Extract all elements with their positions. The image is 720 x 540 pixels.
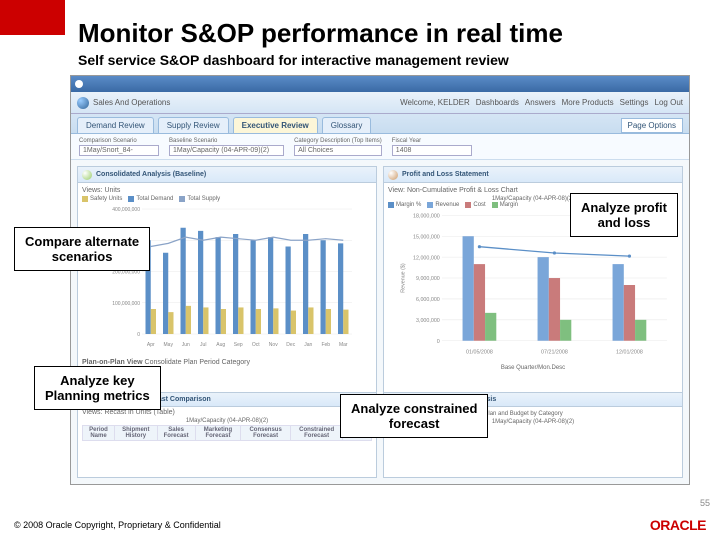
nav-link[interactable]: Answers [525,98,556,107]
panel-header: Consolidated Analysis (Baseline) [78,167,376,183]
page-options[interactable]: Page Options [621,118,683,133]
filter-label: Fiscal Year [392,138,472,144]
svg-text:0: 0 [437,339,440,345]
th: Consensus Forecast [241,426,291,441]
filter-select[interactable]: 1May/Capacity (04-APR-09)(2) [169,145,284,156]
svg-text:01/05/2008: 01/05/2008 [466,350,493,356]
view-select[interactable]: Non-Cumulative Profit & Loss Chart [407,187,518,194]
svg-text:07/21/2008: 07/21/2008 [541,350,568,356]
bottom-label: Plan-on-Plan View Consolidate Plan Perio… [82,359,372,366]
copyright: © 2008 Oracle Copyright, Proprietary & C… [14,520,221,530]
slide-title: Monitor S&OP performance in real time [78,18,563,49]
svg-text:12/01/2008: 12/01/2008 [616,350,643,356]
window-control-icon [75,80,83,88]
welcome-text: Welcome, KELDER [400,98,470,107]
svg-text:Jun: Jun [182,342,190,348]
slide-subtitle: Self service S&OP dashboard for interact… [78,52,509,68]
filter-year: Fiscal Year 1408 [392,138,472,156]
tab-demand[interactable]: Demand Review [77,117,154,133]
filter-label: Comparison Scenario [79,138,159,144]
oracle-logo: ORACLE [650,517,706,533]
nav-link[interactable]: Dashboards [476,98,519,107]
callout-profit-loss: Analyze profitand loss [570,193,678,237]
svg-text:Aug: Aug [216,342,225,348]
svg-text:100,000,000: 100,000,000 [112,301,140,307]
callout-scenarios: Compare alternatescenarios [14,227,150,271]
view-selector: Views: Units [82,187,372,194]
svg-text:Dec: Dec [286,342,295,348]
brand-block [0,0,65,35]
filter-select[interactable]: All Choices [294,145,382,156]
nav-link[interactable]: Log Out [655,98,683,107]
svg-text:Jan: Jan [304,342,312,348]
filter-label: Baseline Scenario [169,138,284,144]
svg-text:18,000,000: 18,000,000 [413,214,440,220]
svg-text:6,000,000: 6,000,000 [416,297,440,303]
nav-link[interactable]: More Products [562,98,614,107]
filter-baseline: Baseline Scenario 1May/Capacity (04-APR-… [169,138,284,156]
nav-link[interactable]: Settings [620,98,649,107]
filter-bar: Comparison Scenario 1May/Snort_84- Basel… [71,134,689,160]
svg-text:9,000,000: 9,000,000 [416,276,440,282]
money-icon [388,170,398,180]
svg-text:Feb: Feb [321,342,330,348]
th: Shipment History [114,426,157,441]
app-title: Sales And Operations [93,98,170,107]
th: Sales Forecast [157,426,195,441]
tab-glossary[interactable]: Glossary [322,117,372,133]
svg-text:3,000,000: 3,000,000 [416,318,440,324]
chart-icon [82,170,92,180]
page-number: 55 [700,498,710,508]
panel-header: Profit and Loss Statement [384,167,682,183]
svg-text:Nov: Nov [269,342,278,348]
svg-text:400,000,000: 400,000,000 [112,207,140,213]
th: Constrained Forecast [290,426,342,441]
filter-category: Category Description (Top Items) All Cho… [294,138,382,156]
filter-select[interactable]: 1408 [392,145,472,156]
bottom-select[interactable]: Consolidate Plan Period Category [145,359,250,366]
svg-text:Apr: Apr [147,342,155,348]
window-titlebar [71,76,689,92]
svg-text:Revenue ($): Revenue ($) [400,263,406,293]
window-title-text [87,80,89,89]
svg-text:Oct: Oct [252,342,260,348]
view-select[interactable]: Recast in Units (Table) [104,409,174,416]
svg-text:15,000,000: 15,000,000 [413,234,440,240]
globe-icon [77,97,89,109]
svg-text:Mar: Mar [339,342,348,348]
svg-text:12,000,000: 12,000,000 [413,255,440,261]
tab-bar: Demand Review Supply Review Executive Re… [71,114,689,134]
filter-select[interactable]: 1May/Snort_84- [79,145,159,156]
svg-text:Jul: Jul [200,342,206,348]
filter-comparison: Comparison Scenario 1May/Snort_84- [79,138,159,156]
app-header: Sales And Operations Welcome, KELDER Das… [71,92,689,114]
panel-title: Consolidated Analysis (Baseline) [96,171,206,178]
tab-executive[interactable]: Executive Review [233,117,318,133]
callout-metrics: Analyze keyPlanning metrics [34,366,161,410]
chart-legend: Safety Units Total Demand Total Supply [82,196,372,202]
th: Period Name [83,426,115,441]
svg-text:Sep: Sep [234,342,243,348]
filter-label: Category Description (Top Items) [294,138,382,144]
slide-footer: © 2008 Oracle Copyright, Proprietary & C… [0,510,720,540]
th: Marketing Forecast [195,426,241,441]
callout-forecast: Analyze constrainedforecast [340,394,488,438]
svg-text:0: 0 [137,332,140,338]
view-select[interactable]: Units [104,187,144,194]
x-axis-label: Base Quarter/Mon.Desc [388,365,678,371]
table-subtitle: 1May/Capacity (04-APR-08)(2) [82,418,372,424]
svg-text:May: May [164,342,174,348]
forecast-table: Period Name Shipment History Sales Forec… [82,425,372,441]
panel-title: Profit and Loss Statement [402,171,489,178]
tab-supply[interactable]: Supply Review [158,117,229,133]
view-selector: Views: Recast in Units (Table) [82,409,372,416]
